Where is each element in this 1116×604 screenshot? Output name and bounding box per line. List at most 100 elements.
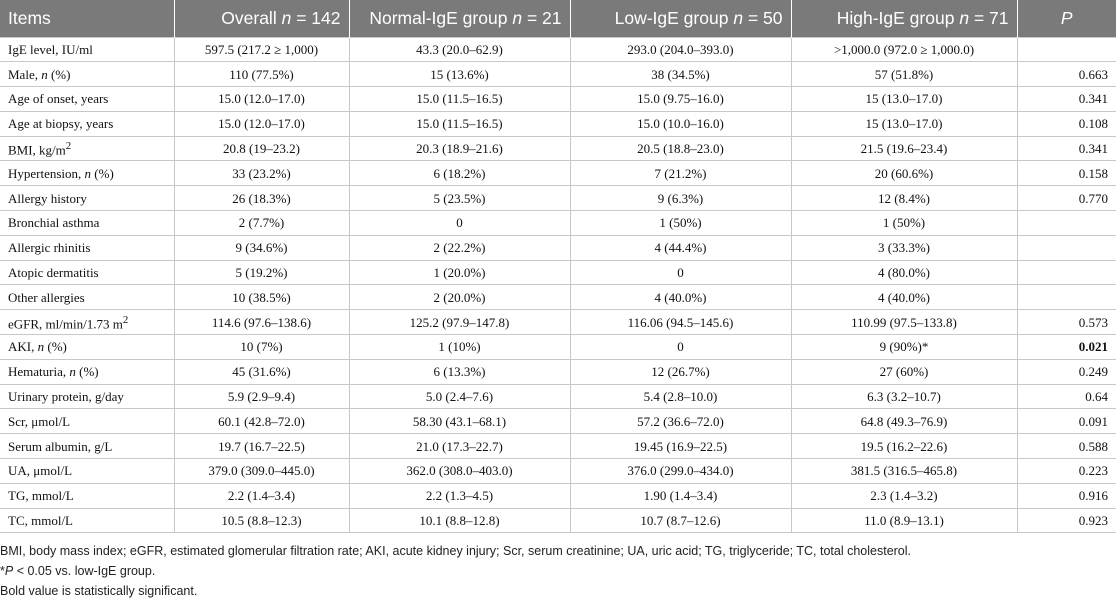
cell-low: 5.4 (2.8–10.0): [569, 383, 792, 410]
cell-normal: 5 (23.5%): [348, 185, 571, 212]
cell-high: 12 (8.4%): [790, 185, 1018, 212]
row-label: Hypertension, n (%): [0, 160, 175, 187]
cell-overall: 26 (18.3%): [173, 185, 350, 212]
table-row: Male, n (%) 110 (77.5%) 15 (13.6%) 38 (34.5…: [0, 61, 1116, 88]
cell-high: 4 (80.0%): [790, 259, 1018, 286]
cell-low: 19.45 (16.9–22.5): [569, 433, 792, 460]
cell-p-value: 0.64: [1016, 383, 1116, 410]
cell-p-value: [1016, 284, 1116, 311]
cell-low: 12 (26.7%): [569, 358, 792, 385]
header-normal-ige: Normal-IgE group n = 21: [349, 0, 571, 37]
cell-overall: 10 (38.5%): [173, 284, 350, 311]
table-header-row: Items Overall n = 142 Normal-IgE group n…: [0, 0, 1116, 37]
cell-high: 3 (33.3%): [790, 234, 1018, 261]
cell-normal: 15.0 (11.5–16.5): [348, 110, 571, 137]
cell-p-value: 0.158: [1016, 160, 1116, 187]
cell-normal: 1 (10%): [348, 334, 571, 360]
cell-overall: 15.0 (12.0–17.0): [173, 110, 350, 137]
cell-low: 1.90 (1.4–3.4): [569, 482, 792, 509]
header-p-value: P: [1017, 0, 1116, 37]
cell-normal: 21.0 (17.3–22.7): [348, 433, 571, 460]
cell-overall: 2 (7.7%): [173, 210, 350, 236]
cell-p-value: 0.923: [1016, 507, 1116, 534]
cell-p-value: [1016, 210, 1116, 236]
cell-high: 2.3 (1.4–3.2): [790, 482, 1018, 509]
cell-overall: 5.9 (2.9–9.4): [173, 383, 350, 410]
table-row: Bronchial asthma 2 (7.7%) 0 1 (50%) 1 (50%): [0, 210, 1116, 236]
cell-normal: 10.1 (8.8–12.8): [348, 507, 571, 534]
row-label: Allergic rhinitis: [0, 234, 175, 261]
row-label: UA, μmol/L: [0, 458, 175, 484]
cell-high: 64.8 (49.3–76.9): [790, 408, 1018, 435]
cell-normal: 1 (20.0%): [348, 259, 571, 286]
cell-normal: 6 (13.3%): [348, 358, 571, 385]
cell-normal: 2.2 (1.3–4.5): [348, 482, 571, 509]
significance-note: *P < 0.05 vs. low-IgE group.: [0, 564, 156, 578]
table-row: eGFR, ml/min/1.73 m2 114.6 (97.6–138.6) 12…: [0, 309, 1116, 336]
row-label: Bronchial asthma: [0, 210, 175, 236]
cell-p-value: 0.341: [1016, 135, 1116, 162]
row-label: Allergy history: [0, 185, 175, 212]
table-row: Serum albumin, g/L 19.7 (16.7–22.5) 21.0 (…: [0, 433, 1116, 460]
cell-normal: 125.2 (97.9–147.8): [348, 309, 571, 336]
cell-overall: 597.5 (217.2 ≥ 1,000): [173, 36, 350, 63]
table-row: Hematuria, n (%) 45 (31.6%) 6 (13.3%) 12 (2…: [0, 358, 1116, 385]
cell-p-value: 0.249: [1016, 358, 1116, 385]
cell-high: 9 (90%)*: [790, 334, 1018, 360]
cell-high: 6.3 (3.2–10.7): [790, 383, 1018, 410]
cell-high: 57 (51.8%): [790, 61, 1018, 88]
row-label: Other allergies: [0, 284, 175, 311]
row-label: Urinary protein, g/day: [0, 383, 175, 410]
row-label: IgE level, IU/ml: [0, 36, 175, 63]
header-items: Items: [0, 0, 175, 37]
cell-overall: 9 (34.6%): [173, 234, 350, 261]
cell-normal: 6 (18.2%): [348, 160, 571, 187]
cell-low: 0: [569, 259, 792, 286]
cell-overall: 15.0 (12.0–17.0): [173, 86, 350, 112]
cell-overall: 10 (7%): [173, 334, 350, 360]
cell-p-value: 0.573: [1016, 309, 1116, 336]
cell-p-value: 0.916: [1016, 482, 1116, 509]
cell-p-value: 0.588: [1016, 433, 1116, 460]
table-row: AKI, n (%) 10 (7%) 1 (10%) 0 9 (90%)* 0.021: [0, 334, 1116, 360]
table-row: Age of onset, years 15.0 (12.0–17.0) 15.0 …: [0, 86, 1116, 112]
cell-high: 20 (60.6%): [790, 160, 1018, 187]
cell-overall: 110 (77.5%): [173, 61, 350, 88]
cell-normal: 15 (13.6%): [348, 61, 571, 88]
cell-high: 19.5 (16.2–22.6): [790, 433, 1018, 460]
header-low-ige: Low-IgE group n = 50: [570, 0, 792, 37]
characteristics-table: Items Overall n = 142 Normal-IgE group n…: [0, 0, 1116, 534]
cell-overall: 60.1 (42.8–72.0): [173, 408, 350, 435]
cell-p-value: 0.663: [1016, 61, 1116, 88]
cell-overall: 379.0 (309.0–445.0): [173, 458, 350, 484]
table-row: Age at biopsy, years 15.0 (12.0–17.0) 15.0…: [0, 110, 1116, 137]
cell-overall: 2.2 (1.4–3.4): [173, 482, 350, 509]
table-row: Urinary protein, g/day 5.9 (2.9–9.4) 5.0 (…: [0, 383, 1116, 410]
table-row: Allergic rhinitis 9 (34.6%) 2 (22.2%) 4 (44…: [0, 234, 1116, 261]
cell-high: 15 (13.0–17.0): [790, 110, 1018, 137]
row-label: Scr, μmol/L: [0, 408, 175, 435]
cell-low: 7 (21.2%): [569, 160, 792, 187]
cell-normal: 0: [348, 210, 571, 236]
cell-low: 1 (50%): [569, 210, 792, 236]
cell-low: 57.2 (36.6–72.0): [569, 408, 792, 435]
cell-high: 381.5 (316.5–465.8): [790, 458, 1018, 484]
cell-low: 0: [569, 334, 792, 360]
cell-low: 9 (6.3%): [569, 185, 792, 212]
abbreviation-note: BMI, body mass index; eGFR, estimated gl…: [0, 544, 912, 558]
header-high-ige: High-IgE group n = 71: [791, 0, 1018, 37]
cell-high: 4 (40.0%): [790, 284, 1018, 311]
row-label: Atopic dermatitis: [0, 259, 175, 286]
cell-low: 376.0 (299.0–434.0): [569, 458, 792, 484]
table-row: Allergy history 26 (18.3%) 5 (23.5%) 9 (6.3…: [0, 185, 1116, 212]
row-label: Male, n (%): [0, 61, 175, 88]
table-row: Hypertension, n (%) 33 (23.2%) 6 (18.2%) 7 …: [0, 160, 1116, 187]
row-label: TG, mmol/L: [0, 482, 175, 509]
cell-low: 116.06 (94.5–145.6): [569, 309, 792, 336]
row-label: AKI, n (%): [0, 334, 175, 360]
row-label: Age of onset, years: [0, 86, 175, 112]
cell-overall: 5 (19.2%): [173, 259, 350, 286]
cell-overall: 33 (23.2%): [173, 160, 350, 187]
table-row: Scr, μmol/L 60.1 (42.8–72.0) 58.30 (43.1–6…: [0, 408, 1116, 435]
cell-normal: 15.0 (11.5–16.5): [348, 86, 571, 112]
